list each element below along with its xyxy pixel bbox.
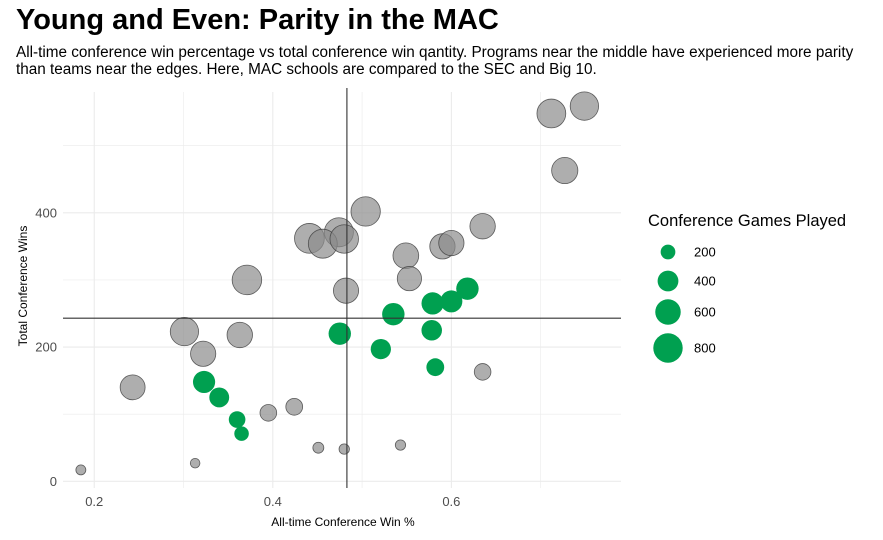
- data-point-other: [190, 340, 217, 367]
- data-point-other: [394, 439, 407, 451]
- data-point-mac: [228, 411, 246, 428]
- data-point-other: [551, 157, 579, 185]
- x-tick-label: 0.4: [264, 494, 282, 509]
- legend-label: 200: [694, 245, 716, 260]
- data-point-other: [438, 229, 465, 257]
- y-axis-title: Total Conference Wins: [16, 226, 30, 347]
- legend-title: Conference Games Played: [648, 212, 846, 230]
- legend-key: [653, 333, 683, 363]
- data-point-other: [169, 317, 199, 347]
- data-point-other: [259, 404, 278, 422]
- data-point-other: [392, 242, 420, 270]
- data-point-mac: [192, 370, 216, 394]
- data-point-other: [350, 196, 381, 227]
- legend: Conference Games Played 200 400 600 800: [648, 212, 846, 363]
- x-tick-label: 0.6: [442, 494, 460, 509]
- data-point-mac: [426, 358, 445, 377]
- data-point-other: [226, 321, 253, 349]
- data-points: [75, 91, 599, 476]
- data-point-other: [75, 464, 87, 476]
- legend-label: 600: [694, 305, 716, 320]
- legend-key: [657, 270, 679, 292]
- data-point-other: [312, 441, 325, 454]
- data-point-mac: [209, 387, 230, 408]
- data-point-mac: [328, 322, 351, 345]
- data-point-other: [332, 277, 360, 304]
- y-tick-label: 200: [35, 340, 57, 355]
- data-point-other: [189, 457, 201, 469]
- data-point-other: [119, 374, 146, 401]
- data-point-other: [396, 266, 422, 292]
- data-point-other: [536, 98, 567, 129]
- data-point-other: [231, 264, 263, 296]
- data-point-mac: [421, 320, 442, 341]
- data-point-mac: [382, 302, 405, 326]
- reference-lines: [63, 88, 621, 488]
- grid-lines: [63, 92, 621, 488]
- data-point-other: [473, 363, 492, 381]
- chart-subtitle: All-time conference win percentage vs to…: [16, 44, 854, 78]
- data-point-mac: [421, 292, 444, 315]
- data-point-other: [329, 224, 359, 254]
- legend-key: [660, 244, 676, 260]
- data-point-mac: [456, 277, 479, 300]
- y-tick-label: 400: [35, 205, 57, 220]
- x-tick-label: 0.2: [85, 494, 103, 509]
- legend-label: 400: [694, 274, 716, 289]
- legend-key: [655, 299, 681, 325]
- legend-label: 800: [694, 341, 716, 356]
- data-point-other: [469, 213, 496, 240]
- data-point-other: [569, 91, 599, 121]
- data-point-mac: [234, 426, 249, 441]
- axis-ticks: 0.2 0.4 0.6 0 200 400: [35, 205, 460, 509]
- data-point-mac: [370, 338, 391, 360]
- data-point-other: [285, 397, 304, 416]
- x-axis-title: All-time Conference Win %: [271, 515, 415, 529]
- data-point-other: [338, 443, 350, 455]
- data-point-mac: [440, 290, 463, 313]
- y-tick-label: 0: [50, 474, 57, 489]
- chart-title: Young and Even: Parity in the MAC: [16, 4, 499, 36]
